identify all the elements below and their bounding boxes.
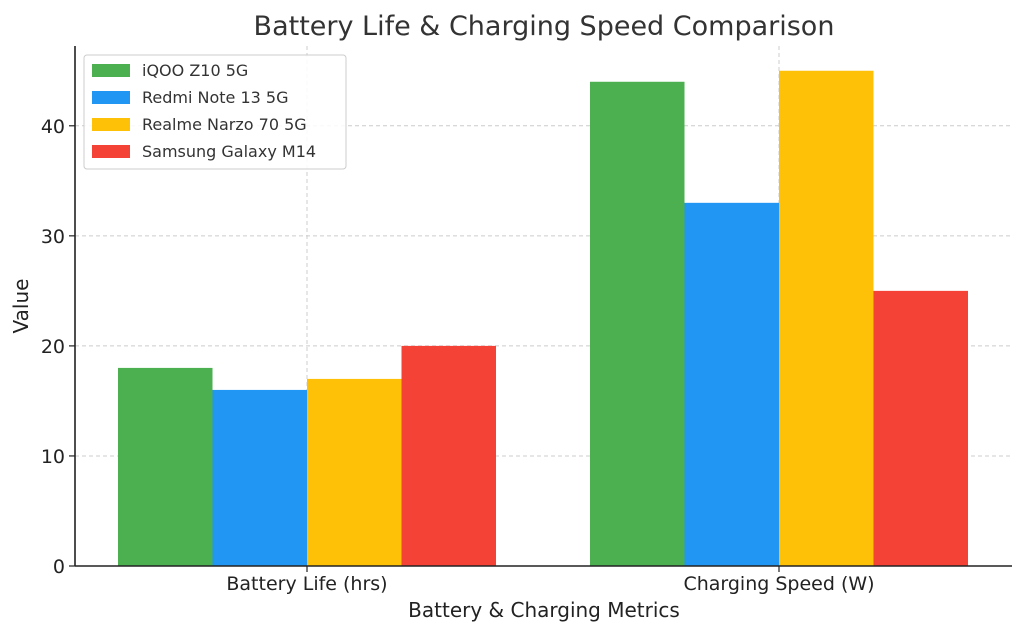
axes: 0 10 20 30 40 Battery Life (hrs) Charging Spee…: [41, 46, 1012, 595]
y-tick-label: 30: [41, 226, 65, 248]
legend-swatch: [92, 145, 130, 158]
y-tick-label: 0: [53, 556, 65, 578]
y-axis-label: Value: [9, 279, 33, 334]
legend: iQOO Z10 5G Redmi Note 13 5G Realme Narzo …: [83, 54, 347, 170]
legend-swatch: [92, 64, 130, 77]
legend-box: [83, 54, 347, 170]
bars: [118, 70, 968, 567]
x-tick-label: Charging Speed (W): [683, 573, 874, 595]
bar-redmi-note-13-5g-0: [212, 389, 307, 566]
legend-label: Samsung Galaxy M14: [142, 142, 316, 161]
y-tick-label: 10: [41, 446, 65, 468]
bar-samsung-galaxy-m14-1: [873, 290, 968, 566]
x-tick-label: Battery Life (hrs): [226, 573, 387, 595]
bar-realme-narzo-70-5g-0: [307, 378, 402, 566]
bar-samsung-galaxy-m14-0: [401, 345, 496, 566]
y-tick-label: 40: [41, 116, 65, 138]
legend-swatch: [92, 118, 130, 131]
y-tick-label: 20: [41, 336, 65, 358]
legend-label: Realme Narzo 70 5G: [142, 115, 307, 134]
bar-realme-narzo-70-5g-1: [779, 70, 874, 566]
bar-iqoo-z10-5g-1: [590, 81, 685, 566]
x-axis-label: Battery & Charging Metrics: [408, 598, 680, 622]
legend-swatch: [92, 91, 130, 104]
bar-iqoo-z10-5g-0: [118, 367, 213, 566]
chart-title: Battery Life & Charging Speed Comparison: [254, 11, 835, 42]
bar-redmi-note-13-5g-1: [684, 202, 779, 567]
legend-label: Redmi Note 13 5G: [142, 88, 289, 107]
legend-label: iQOO Z10 5G: [142, 61, 248, 80]
